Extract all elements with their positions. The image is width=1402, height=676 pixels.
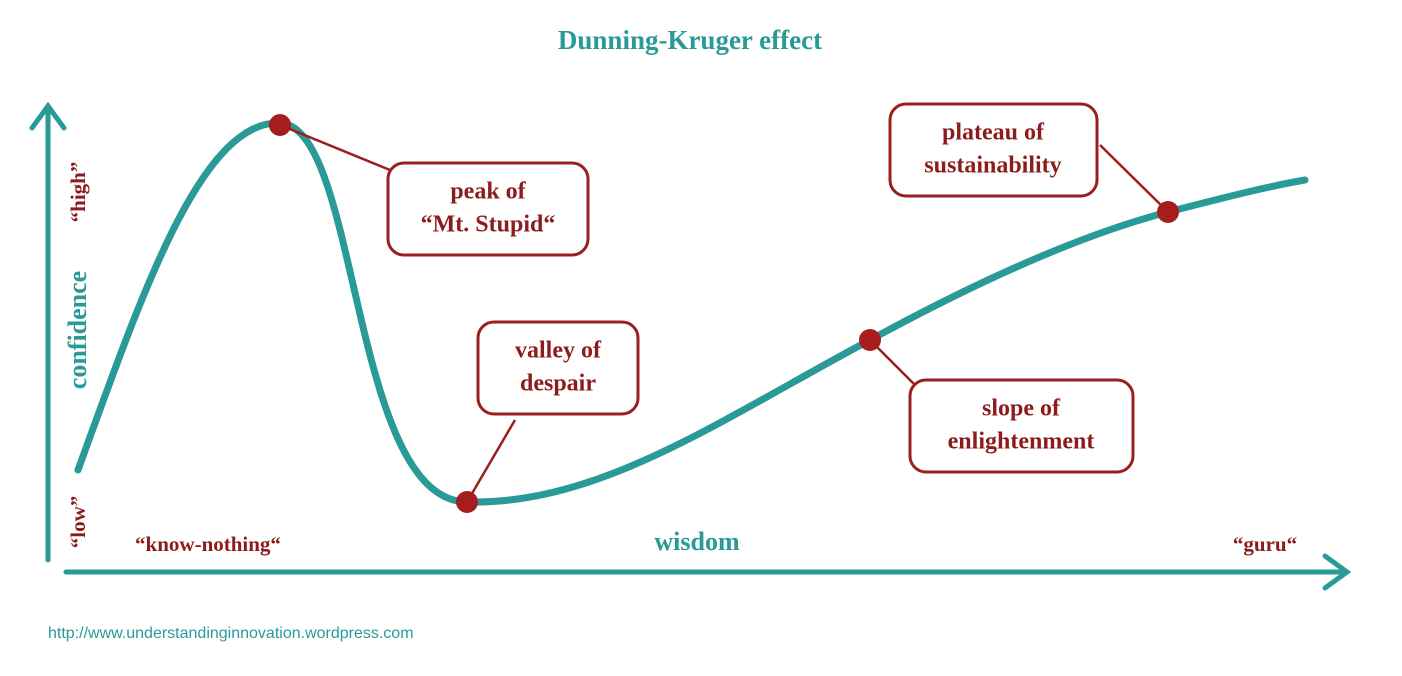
point xyxy=(269,114,291,136)
annotation-text: slope of xyxy=(982,396,1061,422)
annotation-text: valley of xyxy=(515,338,602,364)
x-start-label: “know-nothing“ xyxy=(135,532,281,556)
connector xyxy=(1099,144,1169,213)
point xyxy=(456,491,478,513)
title: Dunning-Kruger effect xyxy=(558,25,822,55)
y-axis-label: confidence xyxy=(63,271,92,389)
y-low-label: “low” xyxy=(66,496,90,549)
annotation-text: plateau of xyxy=(942,120,1045,146)
annotation-box xyxy=(888,102,1099,198)
footer-url: http://www.understandinginnovation.wordp… xyxy=(48,625,414,642)
point xyxy=(1157,201,1179,223)
annotation-text: peak of xyxy=(450,179,526,205)
x-end-label: “guru“ xyxy=(1233,532,1297,556)
y-arrow xyxy=(29,101,67,131)
point xyxy=(859,329,881,351)
connector xyxy=(465,419,517,503)
x-axis-label: wisdom xyxy=(654,527,740,556)
curve xyxy=(74,119,1309,506)
annotation-box xyxy=(908,378,1135,474)
annotation-text: “Mt. Stupid“ xyxy=(421,212,556,238)
connector xyxy=(279,123,391,172)
annotation-box xyxy=(476,320,640,416)
annotation-text: enlightenment xyxy=(948,429,1095,455)
annotation-text: sustainability xyxy=(924,153,1061,179)
annotation-box xyxy=(386,161,590,257)
annotation-text: despair xyxy=(520,371,596,397)
y-high-label: “high” xyxy=(66,162,90,223)
axes xyxy=(29,101,1352,591)
x-arrow xyxy=(1322,553,1352,591)
